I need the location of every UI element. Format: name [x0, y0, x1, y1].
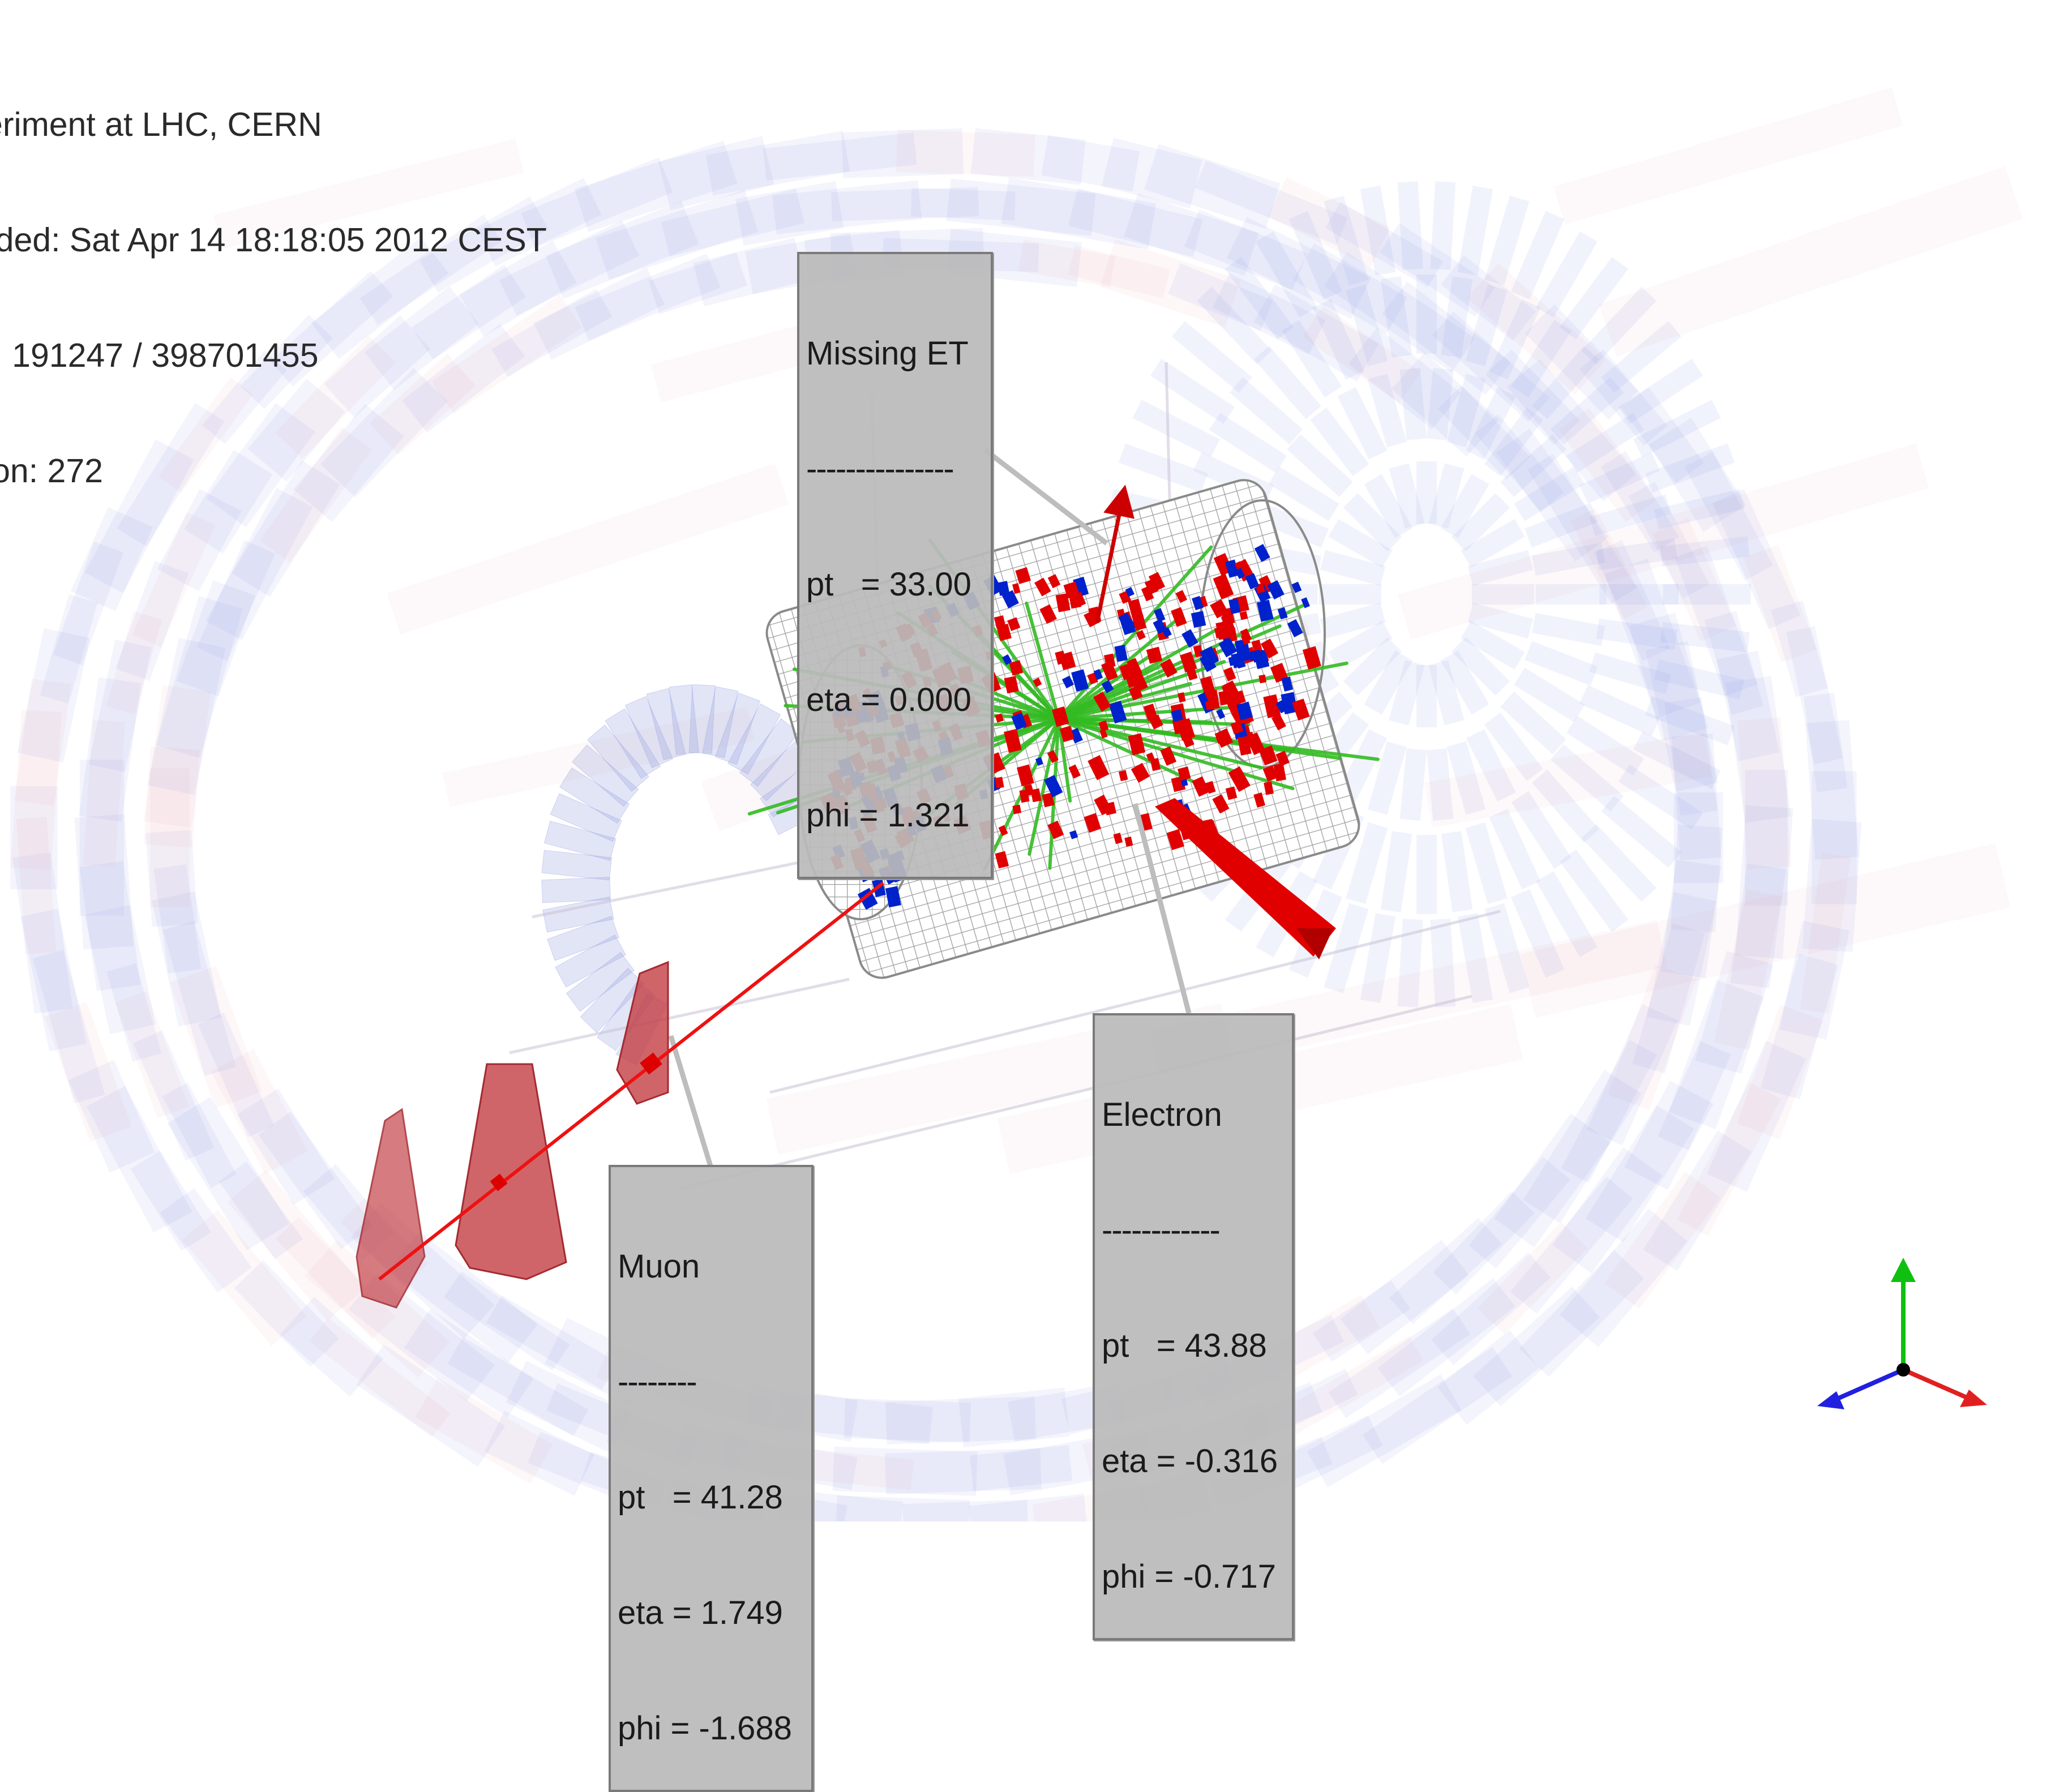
missing-et-label: Missing ET --------------- pt = 33.00 et…	[797, 252, 993, 879]
z-axis-arrowhead	[1817, 1391, 1844, 1409]
muon-separator: --------	[618, 1363, 806, 1401]
hcal-endcap-cell	[1458, 186, 1493, 276]
missing-et-separator: ---------------	[806, 450, 985, 488]
electron-pt: pt = 43.88	[1102, 1327, 1286, 1365]
header-line-run-event: t: 191247 / 398701455	[0, 336, 547, 375]
electron-title: Electron	[1102, 1096, 1286, 1134]
inner-endcap-ring	[542, 684, 840, 1064]
electron-eta: eta = -0.316	[1102, 1442, 1286, 1481]
hcal-endcap-cell	[1472, 584, 1534, 605]
electron-phi: phi = -0.717	[1102, 1558, 1286, 1596]
muon-eta: eta = 1.749	[618, 1594, 806, 1632]
hcal-endcap-cell	[1319, 584, 1381, 605]
hcal-endcap-cell	[1416, 835, 1437, 914]
muon-phi: phi = -1.688	[618, 1709, 806, 1748]
missing-et-eta: eta = 0.000	[806, 681, 985, 719]
hcal-endcap-cell	[1441, 831, 1473, 912]
hcal-endcap-cell	[1430, 181, 1455, 270]
y-axis-arrowhead	[1891, 1258, 1916, 1282]
hcal-endcap-cell	[1536, 584, 1607, 605]
electron-label: Electron ------------ pt = 43.88 eta = -…	[1093, 1013, 1294, 1640]
missing-et-pt: pt = 33.00	[806, 565, 985, 604]
hcal-endcap-cell	[1416, 275, 1437, 354]
hcal-endcap-cell	[1381, 831, 1412, 912]
hcal-endcap-cell	[1663, 584, 1751, 605]
event-info-header: eriment at LHC, CERN rded: Sat Apr 14 18…	[0, 28, 547, 529]
ecal-deposit	[1012, 805, 1021, 814]
electron-separator: ------------	[1102, 1211, 1286, 1250]
ecal-deposit	[1258, 675, 1266, 683]
hcal-endcap-cell	[1400, 748, 1427, 821]
header-line-lumi-section: ion: 272	[0, 452, 547, 490]
muon-barrel-plane	[1554, 88, 1903, 225]
header-line-recorded: rded: Sat Apr 14 18:18:05 2012 CEST	[0, 221, 547, 259]
axis-triad	[1817, 1258, 1987, 1409]
muon-pt: pt = 41.28	[618, 1478, 806, 1517]
missing-et-phi: phi = 1.321	[806, 796, 985, 835]
missing-et-title: Missing ET	[806, 335, 985, 373]
muon-label: Muon -------- pt = 41.28 eta = 1.749 phi…	[609, 1165, 814, 1792]
muon-title: Muon	[618, 1247, 806, 1286]
header-line-experiment: eriment at LHC, CERN	[0, 105, 547, 144]
hcal-endcap-cell	[1532, 613, 1605, 646]
inner-endcap-cell	[542, 877, 611, 903]
